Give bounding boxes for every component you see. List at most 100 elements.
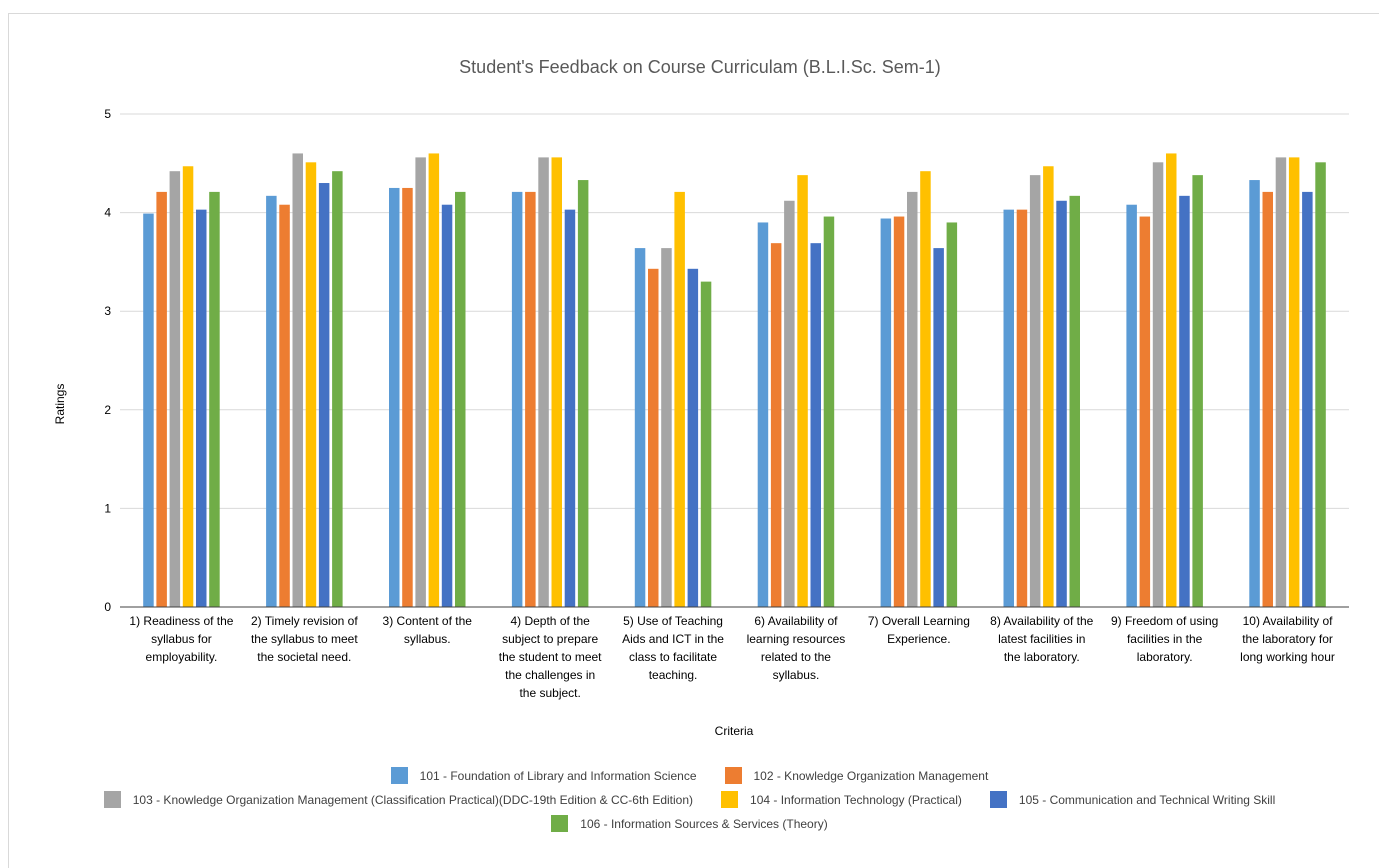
y-tick-label: 5 — [104, 107, 111, 121]
x-tick-label: 3) Content of the syllabus. — [383, 614, 473, 646]
legend-swatch — [103, 791, 121, 808]
bar — [700, 281, 712, 607]
bar — [182, 166, 194, 607]
bar — [674, 191, 685, 608]
bar — [687, 268, 699, 607]
bar — [880, 218, 892, 608]
bar — [661, 248, 672, 607]
bar — [634, 248, 646, 607]
bar — [1043, 166, 1054, 607]
bar — [455, 191, 466, 608]
legend-label: 105 - Communication and Technical Writin… — [1018, 792, 1276, 807]
bar — [1249, 180, 1260, 607]
legend-swatch — [989, 791, 1007, 808]
bar — [305, 162, 317, 607]
x-axis-ticks: 1) Readiness of the syllabus for employabi… — [129, 614, 1334, 700]
x-tick-label: 4) Depth of the subject to prepare the stu… — [499, 614, 602, 700]
bar — [551, 157, 562, 607]
bar — [1315, 162, 1326, 607]
legend-label: 101 - Foundation of Library and Informat… — [419, 768, 697, 783]
legend-row-2: 103 - Knowledge Organization Management … — [0, 791, 1379, 808]
bar — [266, 195, 277, 607]
x-tick-label: 6) Availability of learning resources rela… — [747, 614, 846, 682]
legend-label: 103 - Knowledge Organization Management … — [132, 792, 694, 807]
bar — [1288, 157, 1300, 607]
bar — [1139, 216, 1151, 607]
legend-item: 102 - Knowledge Organization Management — [724, 767, 989, 784]
bar — [648, 268, 659, 607]
x-tick-label: 10) Availability of the laboratory for lon… — [1240, 614, 1335, 664]
bar — [415, 157, 426, 607]
legend-swatch — [551, 815, 569, 832]
x-tick-label: 8) Availability of the latest facilities … — [990, 614, 1093, 664]
legend-row-1: 101 - Foundation of Library and Informat… — [0, 767, 1379, 784]
legend-swatch — [721, 791, 739, 808]
bar — [441, 204, 453, 607]
bar — [564, 209, 576, 607]
x-axis-label: Criteria — [715, 724, 754, 738]
bar — [209, 191, 220, 608]
legend-item: 106 - Information Sources & Services (Th… — [551, 815, 828, 832]
bar — [893, 216, 905, 607]
y-tick-label: 0 — [104, 600, 111, 614]
y-axis-label: Ratings — [53, 384, 67, 425]
bar — [525, 191, 536, 608]
bar — [1262, 191, 1273, 608]
bar — [402, 187, 413, 607]
bar — [907, 191, 918, 608]
bar — [143, 213, 154, 607]
legend-item: 105 - Communication and Technical Writin… — [989, 791, 1276, 808]
bar — [1016, 209, 1028, 607]
legend-item: 101 - Foundation of Library and Informat… — [390, 767, 697, 784]
chart-title: Student's Feedback on Course Curriculam … — [459, 57, 941, 77]
gridlines — [120, 113, 1349, 509]
bar — [1179, 195, 1190, 607]
bar — [428, 153, 440, 607]
bar — [538, 157, 549, 607]
bar — [156, 191, 167, 608]
bar — [292, 153, 303, 607]
bar — [1192, 175, 1203, 607]
x-tick-label: 9) Freedom of using facilities in the labo… — [1111, 614, 1218, 664]
bar — [1029, 175, 1041, 607]
bar — [389, 187, 400, 607]
bar — [1302, 191, 1313, 608]
x-tick-label: 1) Readiness of the syllabus for employabi… — [129, 614, 233, 664]
bar — [946, 222, 958, 607]
bar — [511, 191, 523, 608]
bar — [318, 183, 330, 607]
legend-label: 102 - Knowledge Organization Management — [753, 768, 989, 783]
bars — [143, 153, 1326, 608]
bar — [797, 175, 808, 607]
bar — [1126, 204, 1137, 607]
y-tick-label: 4 — [104, 206, 111, 220]
legend-label: 106 - Information Sources & Services (Th… — [580, 816, 828, 831]
legend-row-3: 106 - Information Sources & Services (Th… — [0, 815, 1379, 832]
x-tick-label: 7) Overall Learning Experience. — [868, 614, 970, 646]
bar — [169, 171, 181, 608]
bar — [823, 216, 835, 607]
bar — [770, 243, 782, 607]
bar — [920, 171, 931, 608]
bar — [279, 204, 290, 607]
legend-item: 104 - Information Technology (Practical) — [721, 791, 962, 808]
bar — [1003, 209, 1014, 607]
bar — [1056, 200, 1067, 607]
bar — [810, 243, 821, 607]
legend-item: 103 - Knowledge Organization Management … — [103, 791, 694, 808]
bar — [332, 171, 343, 608]
legend-swatch — [390, 767, 408, 784]
y-axis-ticks: 0 1 2 3 4 5 — [104, 107, 111, 614]
y-tick-label: 3 — [104, 304, 111, 318]
legend-swatch — [724, 767, 742, 784]
bar — [1166, 153, 1177, 607]
bar — [933, 248, 944, 607]
x-tick-label: 2) Timely revision of the syllabus to mee… — [251, 614, 358, 664]
y-tick-label: 1 — [104, 501, 111, 515]
bar — [757, 222, 769, 607]
chart-area — [8, 13, 1379, 868]
legend-label: 104 - Information Technology (Practical) — [750, 792, 962, 807]
bar — [1275, 157, 1287, 607]
bar — [784, 200, 795, 607]
